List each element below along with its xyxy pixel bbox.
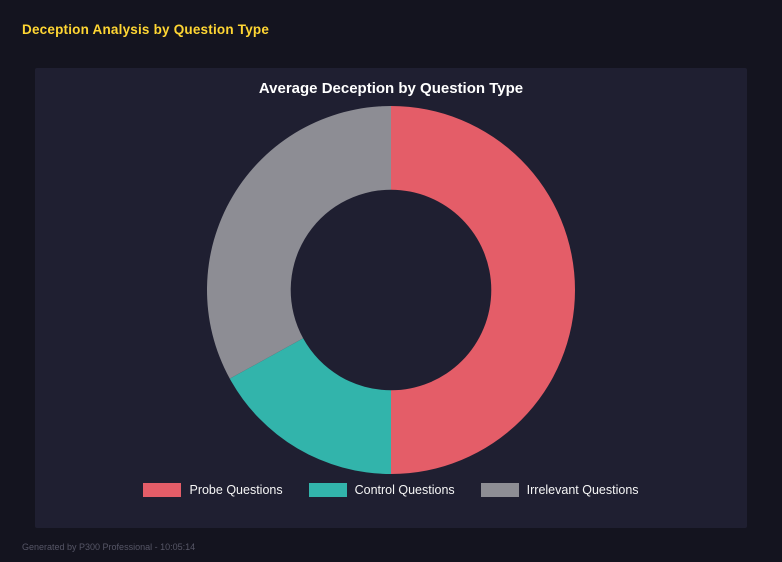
donut-slice-1 [391, 106, 575, 474]
chart-panel: Average Deception by Question Type Probe… [35, 68, 747, 528]
legend-item: Control Questions [308, 483, 455, 497]
donut-chart-container [200, 99, 582, 481]
legend-item: Irrelevant Questions [480, 483, 639, 497]
chart-title: Average Deception by Question Type [258, 80, 524, 97]
page-footer: Generated by P300 Professional - 10:05:1… [22, 542, 196, 552]
legend-item: Probe Questions [143, 483, 283, 497]
legend-label: Control Questions [354, 483, 455, 497]
legend-swatch [480, 483, 519, 497]
legend-label: Irrelevant Questions [526, 483, 639, 497]
legend-label: Probe Questions [189, 483, 283, 497]
page-title: Deception Analysis by Question Type [22, 22, 270, 37]
chart-legend: Probe Questions Control Questions Irreleva… [143, 483, 639, 497]
legend-swatch [143, 483, 182, 497]
donut-slice-3 [207, 106, 391, 379]
donut-slice-2 [229, 338, 391, 474]
donut-chart [207, 106, 575, 474]
legend-swatch [308, 483, 347, 497]
